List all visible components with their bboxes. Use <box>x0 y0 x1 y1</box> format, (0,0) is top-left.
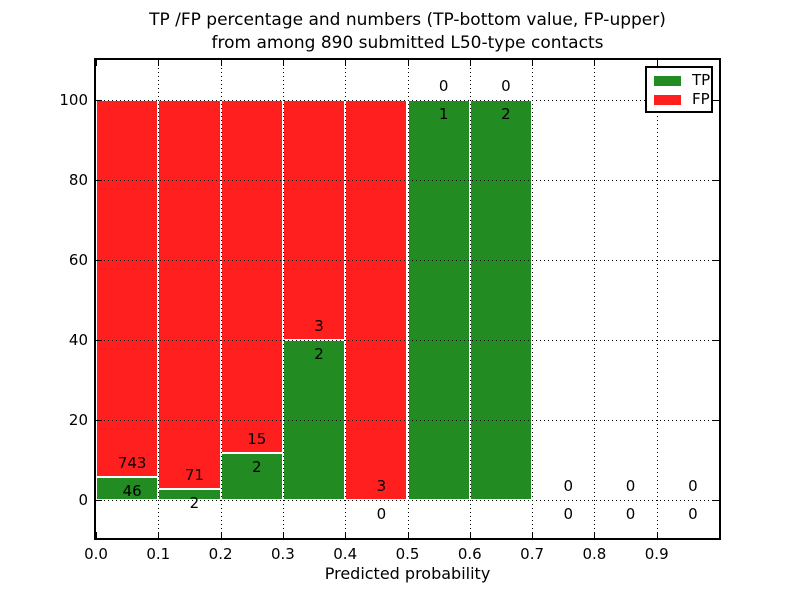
x-axis-tick-top <box>345 60 347 66</box>
fp-count-label: 0 <box>625 477 636 495</box>
fp-bar-segment <box>282 100 346 340</box>
x-tick-label: 0.4 <box>333 545 358 563</box>
x-tick-label: 0.1 <box>146 545 171 563</box>
fp-count-label: 0 <box>688 477 698 495</box>
y-tick-label: 60 <box>68 251 88 269</box>
x-tick-label: 0.0 <box>84 545 108 563</box>
tp-bar-segment <box>96 476 159 500</box>
x-tick-label: 0.5 <box>395 545 420 563</box>
tp-legend-swatch <box>654 75 681 86</box>
y-axis-tick-right <box>713 500 719 501</box>
x-axis-tick-top <box>469 60 471 66</box>
tp-count-label: 2 <box>251 457 262 476</box>
x-axis-tick <box>345 532 347 538</box>
plot-area: Percentage TP FP 74346712152323001020000… <box>94 58 721 540</box>
fp-bar-segment <box>345 100 408 500</box>
tp-count-label: 46 <box>122 481 142 500</box>
legend-entry-fp: FP <box>654 92 710 107</box>
tp-bar-segment <box>407 100 470 500</box>
x-axis-tick <box>96 532 97 538</box>
tp-count-label: 1 <box>438 105 449 123</box>
fp-count-label: 15 <box>247 429 267 448</box>
fp-count-label: 0 <box>438 77 449 95</box>
x-axis-tick-top <box>158 60 160 66</box>
x-tick-label: 0.9 <box>644 545 669 563</box>
x-axis-tick <box>282 532 284 538</box>
v-gridline <box>594 60 596 538</box>
fp-bar-segment <box>220 100 283 453</box>
x-axis-tick-top <box>656 60 658 66</box>
tp-count-label: 2 <box>501 105 511 123</box>
x-axis-tick-top <box>532 60 534 66</box>
y-axis-tick-right <box>713 180 719 181</box>
x-axis-tick <box>656 532 658 538</box>
y-tick-label: 40 <box>68 331 88 349</box>
tp-count-label: 2 <box>314 345 324 363</box>
y-axis-tick <box>96 100 102 101</box>
tp-count-label: 0 <box>376 505 387 523</box>
x-axis-tick <box>407 532 409 538</box>
x-axis-tick-top <box>220 60 222 66</box>
chart-title-line2: from among 890 submitted L50-type contac… <box>211 33 604 53</box>
x-axis-tick <box>158 532 160 538</box>
x-axis-tick <box>532 532 534 538</box>
legend: TP FP <box>645 66 713 113</box>
y-tick-label: 20 <box>68 411 88 429</box>
fp-count-label: 3 <box>314 317 324 335</box>
v-gridline <box>220 60 222 538</box>
tp-bar-segment <box>469 100 533 500</box>
x-axis-tick-top <box>594 60 596 66</box>
x-tick-label: 0.7 <box>520 545 545 563</box>
fp-count-label: 0 <box>501 77 511 95</box>
y-tick-label: 80 <box>68 171 88 189</box>
v-gridline <box>656 60 658 538</box>
tp-bar-segment <box>220 452 283 500</box>
chart-title-line1: TP /FP percentage and numbers (TP-bottom… <box>149 10 666 30</box>
y-axis-tick <box>96 180 102 181</box>
x-axis-label: Predicted probability <box>324 564 491 583</box>
x-tick-label: 0.8 <box>582 545 607 563</box>
y-tick-label: 100 <box>59 91 88 109</box>
y-axis-tick <box>96 340 102 341</box>
fp-count-label: 0 <box>563 477 574 495</box>
x-axis-tick <box>594 532 596 538</box>
v-gridline <box>532 60 534 538</box>
fp-count-label: 743 <box>117 453 147 472</box>
x-axis-tick <box>469 532 471 538</box>
fp-legend-swatch <box>654 94 681 105</box>
fp-count-label: 71 <box>184 466 204 485</box>
x-axis-tick-top <box>96 60 97 66</box>
x-axis-tick-top <box>407 60 409 66</box>
v-gridline <box>407 60 409 538</box>
x-tick-label: 0.3 <box>270 545 295 563</box>
tp-count-label: 0 <box>625 505 636 523</box>
y-axis-tick-right <box>713 340 719 341</box>
x-axis-tick <box>220 532 222 538</box>
chart-title: TP /FP percentage and numbers (TP-bottom… <box>96 9 719 55</box>
v-gridline <box>282 60 284 538</box>
y-axis-tick-right <box>713 100 719 101</box>
tp-legend-label: TP <box>692 71 711 89</box>
x-tick-label: 0.6 <box>457 545 482 563</box>
x-axis-tick-top <box>282 60 284 66</box>
y-axis-tick <box>96 260 102 261</box>
fp-bar-segment <box>96 100 159 477</box>
tp-count-label: 0 <box>563 505 574 523</box>
v-gridline <box>158 60 160 538</box>
y-axis-tick <box>96 420 102 421</box>
y-axis-tick-right <box>713 420 719 421</box>
y-tick-label: 0 <box>78 491 88 509</box>
y-axis-tick <box>96 500 102 501</box>
v-gridline <box>469 60 471 538</box>
fp-legend-label: FP <box>692 90 710 108</box>
legend-entry-tp: TP <box>654 73 710 88</box>
fp-bar-segment <box>158 100 221 490</box>
x-tick-label: 0.2 <box>208 545 233 563</box>
tp-count-label: 2 <box>189 494 200 513</box>
fp-count-label: 3 <box>376 477 387 495</box>
tp-count-label: 0 <box>688 505 698 523</box>
v-gridline <box>345 60 347 538</box>
y-axis-tick-right <box>713 260 719 261</box>
